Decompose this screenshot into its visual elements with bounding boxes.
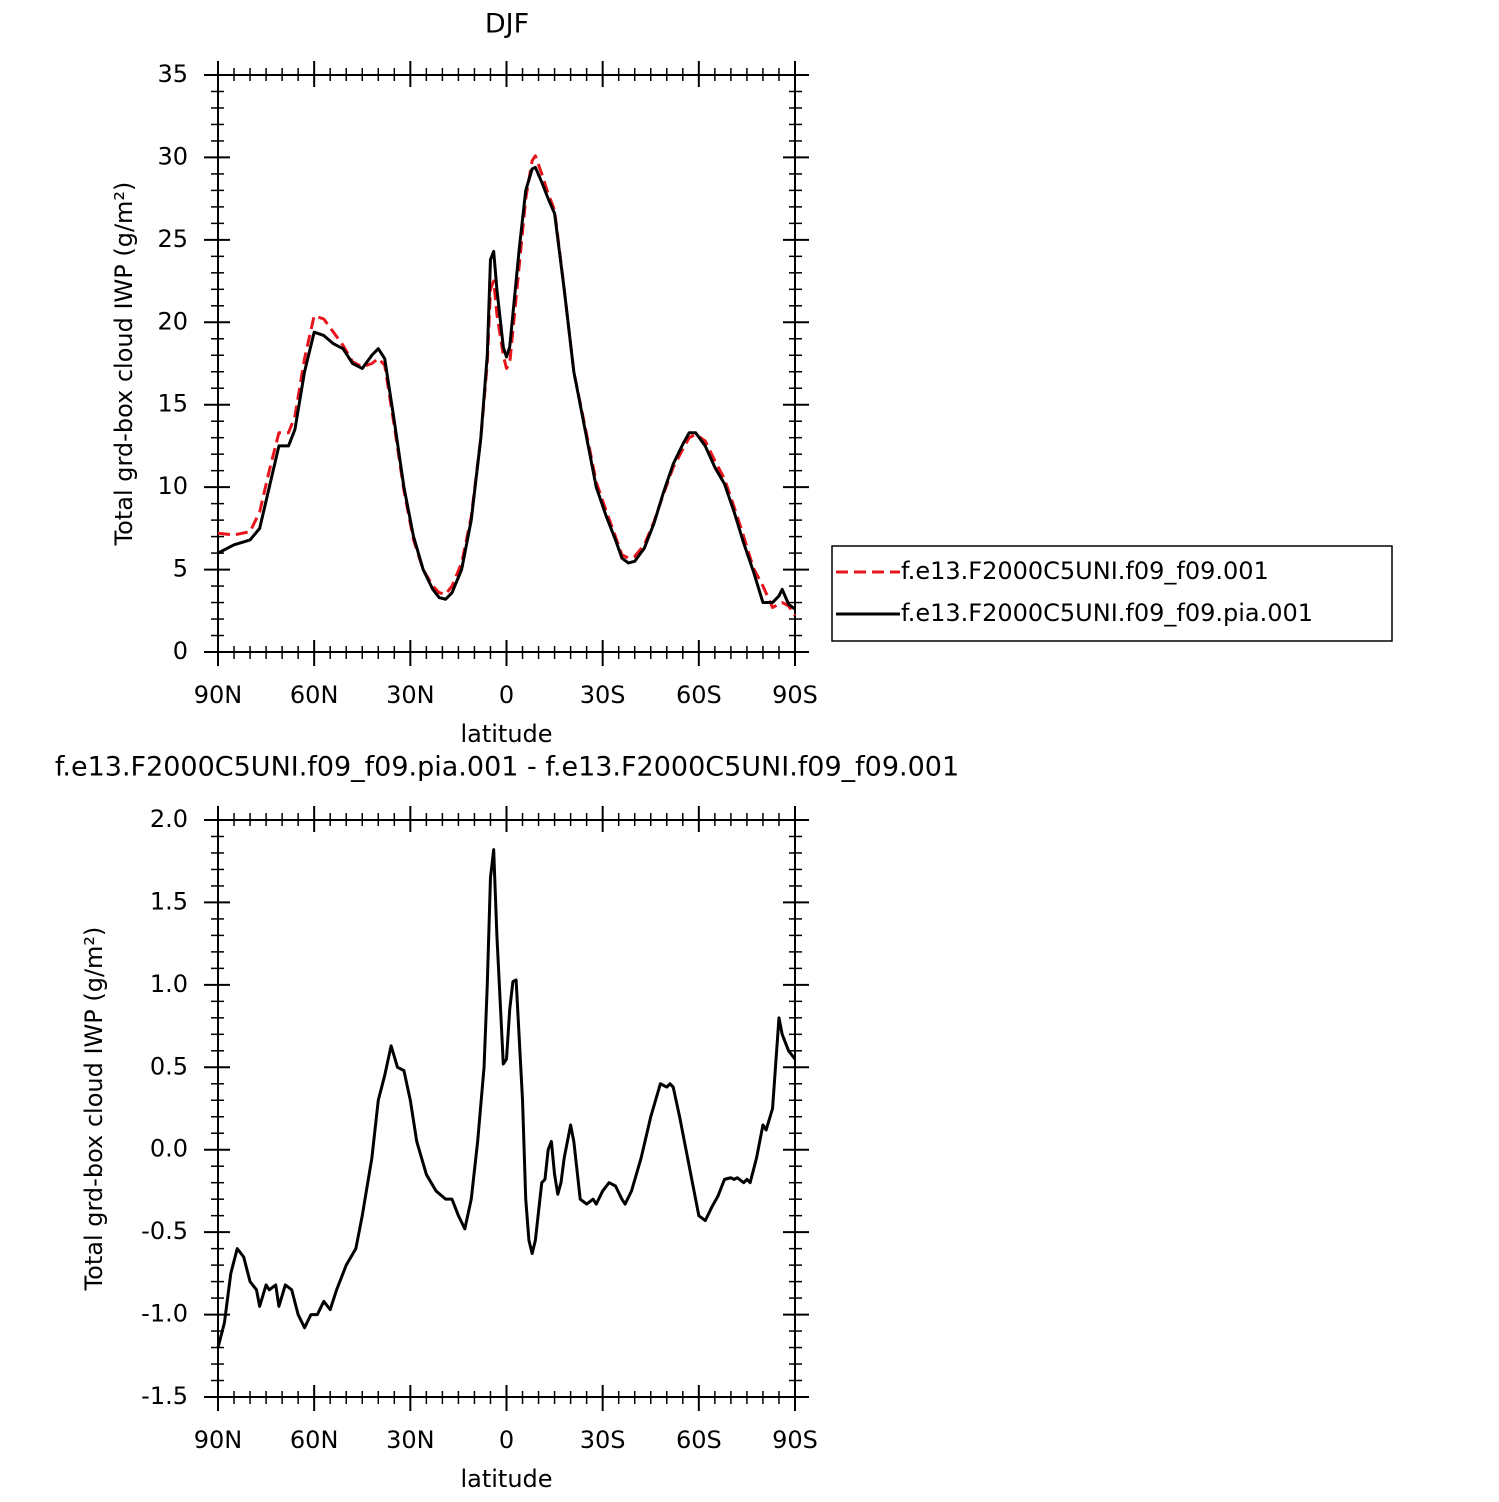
y-tick-label: 1.5	[150, 887, 188, 915]
y-tick-label: 20	[157, 307, 188, 335]
x-tick-label: 30N	[386, 1426, 435, 1454]
x-tick-label: 90N	[194, 681, 243, 709]
x-tick-label: 90S	[772, 681, 818, 709]
y-tick-label: 15	[157, 390, 188, 418]
x-axis-label: latitude	[460, 1465, 552, 1493]
y-tick-label: 2.0	[150, 805, 188, 833]
y-tick-label: -1.0	[141, 1300, 188, 1328]
x-axis-label: latitude	[460, 720, 552, 748]
chart-title: DJF	[485, 9, 529, 40]
x-tick-label: 0	[499, 1426, 514, 1454]
legend-label: f.e13.F2000C5UNI.f09_f09.001	[901, 557, 1269, 585]
panel: 0 5 10 15 20 25 30 35 90N 60N 30N 0 30S 60S 90S DJF lati…	[110, 9, 1393, 748]
x-tick-label: 0	[499, 681, 514, 709]
y-axis-label: Total grd-box cloud IWP (g/m²)	[80, 927, 108, 1292]
y-axis-label: Total grd-box cloud IWP (g/m²)	[110, 182, 138, 547]
y-tick-label: 0.5	[150, 1052, 188, 1080]
y-tick-label: 0	[173, 637, 188, 665]
legend-box	[831, 545, 1393, 642]
x-tick-label: 60S	[676, 681, 722, 709]
y-tick-label: 35	[157, 60, 188, 88]
x-tick-label: 30S	[580, 681, 626, 709]
data-line	[217, 154, 797, 617]
y-tick-label: 25	[157, 225, 188, 253]
y-tick-label: 1.0	[150, 970, 188, 998]
panel: -1.5 -1.0 -0.5 0.0 0.5 1.0 1.5 2.0 90N 60N 30N 0 30S…	[55, 752, 959, 1494]
x-tick-label: 90N	[194, 1426, 243, 1454]
data-line	[217, 165, 796, 611]
x-tick-label: 60N	[290, 681, 339, 709]
x-tick-label: 30N	[386, 681, 435, 709]
y-tick-label: 5	[173, 555, 188, 583]
legend-label: f.e13.F2000C5UNI.f09_f09.pia.001	[901, 599, 1313, 627]
chart-title: f.e13.F2000C5UNI.f09_f09.pia.001 - f.e13…	[55, 752, 959, 783]
y-tick-label: -0.5	[141, 1217, 188, 1245]
x-tick-label: 60S	[676, 1426, 722, 1454]
x-tick-label: 60N	[290, 1426, 339, 1454]
y-tick-label: 0.0	[150, 1135, 188, 1163]
x-tick-label: 90S	[772, 1426, 818, 1454]
y-tick-label: 10	[157, 472, 188, 500]
plot-frame	[217, 819, 796, 1398]
y-tick-label: -1.5	[141, 1382, 188, 1410]
data-line	[216, 848, 797, 1348]
y-tick-label: 30	[157, 142, 188, 170]
x-tick-label: 30S	[580, 1426, 626, 1454]
